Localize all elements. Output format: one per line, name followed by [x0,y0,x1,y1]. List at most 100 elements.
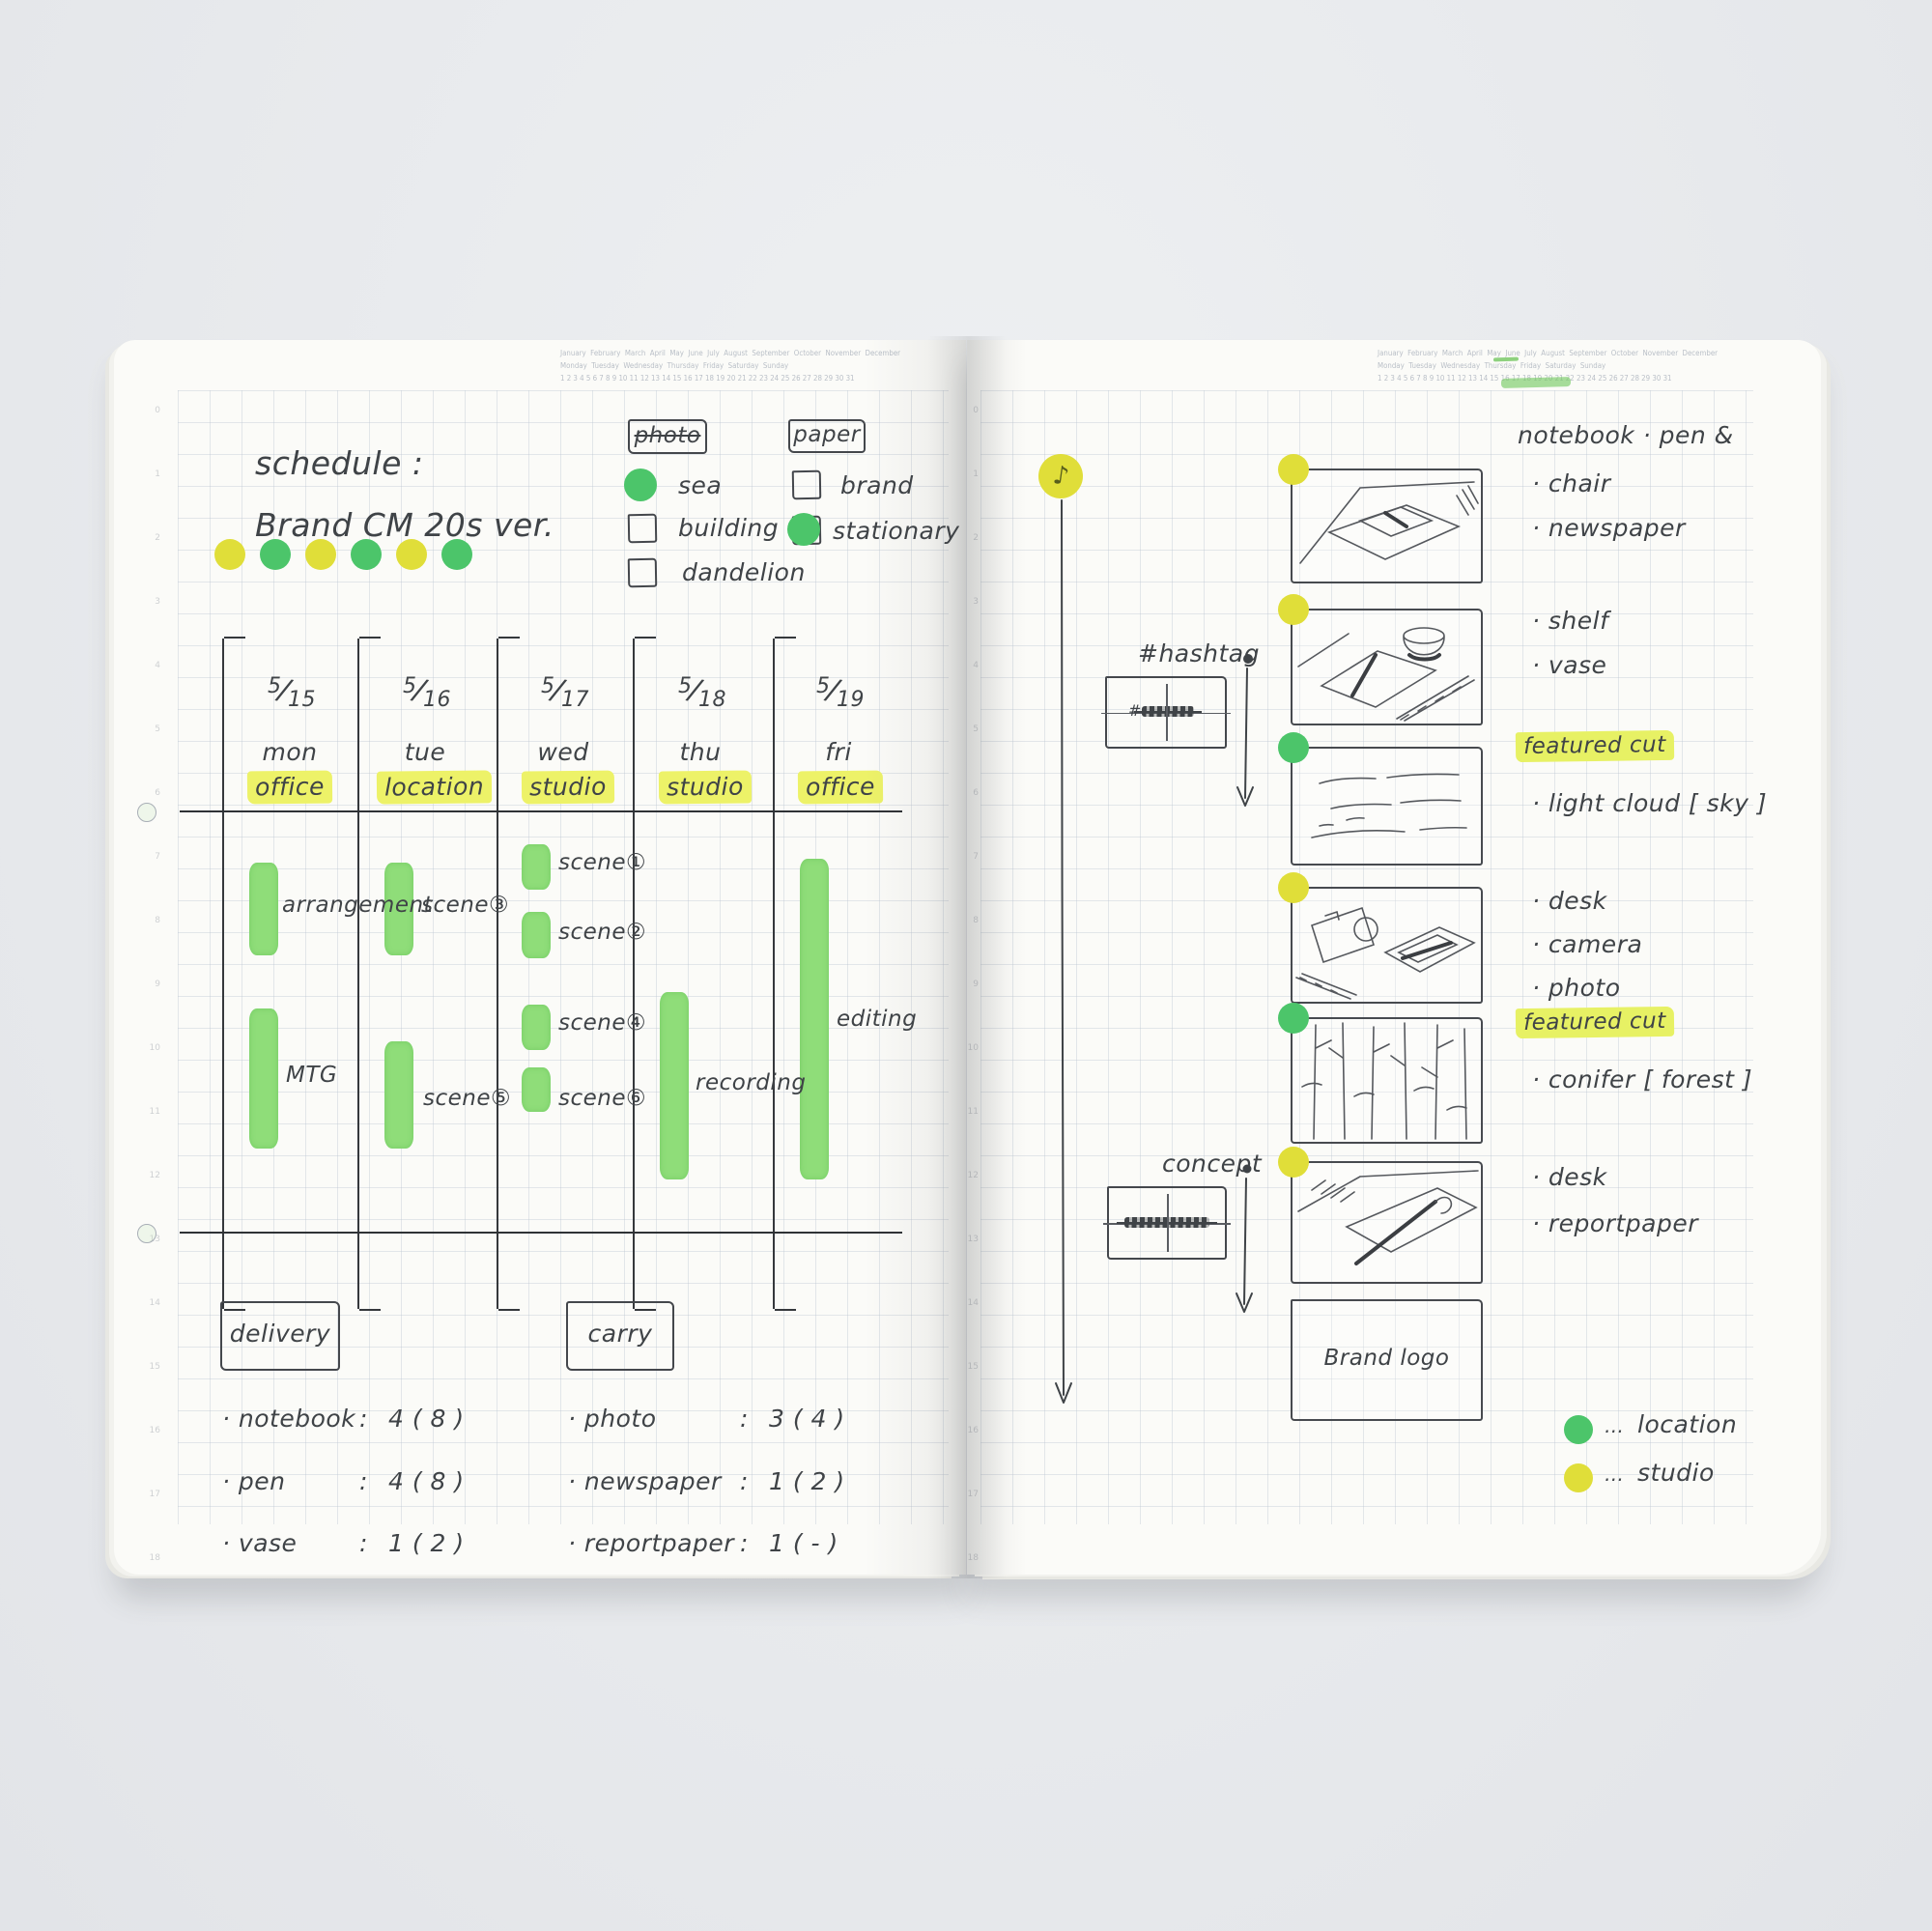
legend-label: studio [1637,1459,1715,1487]
storyboard-frame-5 [1291,1017,1483,1144]
green-dot-icon [787,513,820,546]
storyboard-dot-icon [1278,1147,1309,1178]
column-bracket [633,637,658,1311]
note-line: · photo [1532,974,1621,1002]
column-day: wed [525,738,602,766]
sketch-sky-clouds [1311,773,1467,838]
sketch-conifer-forest [1301,1022,1467,1140]
storyboard-dot-icon [1278,454,1309,485]
timeline-arrows [1055,499,1254,1404]
calendar-weekdays: Monday Tuesday Wednesday Thursday Friday… [1378,359,1743,372]
storyboard-frame-1 [1291,469,1483,583]
storyboard-frame-2 [1291,609,1483,725]
gantt-bar-recording [660,992,689,1179]
margin-row-numbers: 0 1 2 3 4 5 6 7 8 9 10 11 12 13 14 15 16… [967,379,979,1575]
legend-label: location [1637,1410,1737,1438]
storyboard-frame-4 [1291,887,1483,1004]
gantt-bar-editing [800,859,829,1179]
column-day: mon [251,738,328,766]
carry-qty: 1 ( - ) [769,1529,838,1557]
note-line: · camera [1532,930,1642,958]
column-day: fri [800,738,877,766]
left-page: January February March April May June Ju… [114,340,966,1575]
calendar-weekdays: Monday Tuesday Wednesday Thursday Friday… [560,359,925,372]
calendar-months: January February March April May June Ju… [560,347,925,359]
delivery-item: · pen [222,1467,286,1495]
gantt-bar-scene2 [522,912,551,958]
delivery-title: delivery [222,1303,338,1365]
scribble-text [1134,706,1202,717]
note-line: · shelf [1532,607,1608,635]
storyboard-dot-icon [1278,594,1309,625]
column-date: 5/19 [811,672,869,712]
carry-item: · newspaper [568,1467,722,1495]
timeline-row-marker [137,803,156,822]
status-dot-icon [260,539,291,570]
task-label: MTG [286,1063,337,1088]
column-day: tue [386,738,464,766]
sketch-chair-notebook [1299,481,1479,564]
gantt-bar-scene5 [384,1041,413,1149]
gantt-bar-mtg [249,1008,278,1149]
music-note-icon: ♪ [1038,454,1083,498]
delivery-qty: 4 ( 8 ) [388,1405,465,1433]
status-dot-icon [351,539,382,570]
colon: : [740,1405,749,1433]
status-dot-icon [214,539,245,570]
column-date: 5/15 [263,672,321,712]
carry-item: · reportpaper [568,1529,734,1557]
storyboard-frame-6 [1291,1161,1483,1284]
legend-dot-icon [1564,1415,1593,1444]
colon: : [740,1467,749,1495]
note-line: · desk [1532,887,1607,915]
storyboard-frame-3 [1291,747,1483,866]
legend-item-label: stationary [833,517,959,545]
status-dot-icon [441,539,472,570]
note-line: · reportpaper [1532,1209,1698,1237]
legend-dot-icon [1564,1463,1593,1492]
timeline-top-line [180,810,902,812]
right-page: January February March April May June Ju… [967,340,1821,1575]
task-label: scene⑥ [558,1086,646,1111]
colon: : [359,1405,368,1433]
task-label: editing [837,1007,917,1032]
gantt-bar-scene6 [522,1067,551,1112]
note-line: · chair [1532,469,1611,497]
task-label: scene② [558,920,646,945]
note-line: notebook · pen & [1518,421,1734,449]
column-bracket [773,637,798,1311]
status-dot-icon [396,539,427,570]
task-label: scene③ [421,893,509,918]
legend-item-label: brand [840,471,914,499]
legend-paper-box: paper [788,419,866,453]
printed-calendar-strip: January February March April May June Ju… [1378,347,1793,388]
carry-qty: 3 ( 4 ) [769,1405,845,1433]
task-label: recording [696,1070,806,1095]
page-subtitle: Brand CM 20s ver. [255,506,554,544]
hashtag-label: #hashtag [1138,639,1260,667]
column-date: 5/17 [536,672,594,712]
gantt-bar-scene1 [522,844,551,890]
sketch-notebook-vase [1297,627,1475,722]
calendar-months: January February March April May June Ju… [1378,347,1743,359]
status-dot-icon [305,539,336,570]
legend-item-label: dandelion [682,558,806,586]
brand-logo-label: Brand logo [1293,1301,1481,1415]
timeline-row-marker [137,1224,156,1243]
book-spine-shadow [927,336,1007,1578]
legend-ellipsis: … [1605,1462,1625,1486]
delivery-item: · notebook [222,1405,355,1433]
printed-calendar-strip: January February March April May June Ju… [560,347,966,384]
legend-ellipsis: … [1605,1414,1625,1437]
column-bracket [357,637,383,1311]
grid-paper [980,390,1753,1524]
task-label: scene① [558,850,646,875]
delivery-box: delivery [220,1301,340,1371]
storyboard-dot-icon [1278,1003,1309,1034]
delivery-qty: 1 ( 2 ) [388,1529,465,1557]
carry-title: carry [568,1303,672,1365]
task-label: arrangement [282,893,433,918]
brand-logo-box: Brand logo [1291,1299,1483,1421]
hashtag-thumbnail-box: # [1101,676,1231,749]
